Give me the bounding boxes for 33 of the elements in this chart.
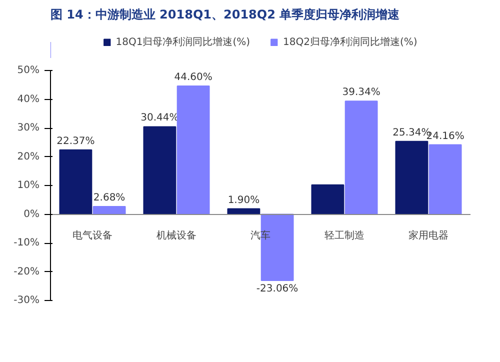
x-tick-label: 轻工制造 [324,229,364,242]
data-label: 1.90% [228,194,260,206]
bar [143,126,176,215]
y-tick-label: 20% [17,151,40,162]
y-tick-label: -30% [14,295,40,306]
legend-label: 18Q2归母净利润同比增速(%) [283,36,418,49]
data-label: 39.34% [342,87,380,98]
bar [311,184,344,215]
x-tick-label: 家用电器 [408,229,448,242]
y-tick-label: -20% [14,266,40,278]
bar [176,86,210,215]
bar [344,100,378,215]
data-label: 30.44% [140,112,179,124]
x-tick-label: 机械设备 [156,229,196,242]
y-tick-label: 0% [24,208,40,220]
y-tick-label: 30% [17,122,40,134]
y-tick-label: -10% [14,238,40,248]
bar [395,140,428,215]
x-tick-label: 电气设备 [72,229,112,242]
y-tick-label: 50% [17,65,40,76]
legend-label: 18Q1归母净利润同比增速(%) [116,36,250,49]
data-label: -23.06% [256,284,298,295]
x-tick-label: 汽车 [250,229,270,242]
data-label: 2.68% [93,192,126,204]
y-tick-label: 10% [17,180,40,191]
bar [428,144,462,215]
bar [92,206,126,215]
bar [260,214,294,282]
bar [59,149,92,215]
chart-title: 图 14：中游制造业 2018Q1、2018Q2 单季度归母净利润增速 [50,8,401,22]
y-tick-label: 40% [17,94,40,105]
data-label: 22.37% [56,136,95,147]
data-label: 44.60% [174,72,212,84]
